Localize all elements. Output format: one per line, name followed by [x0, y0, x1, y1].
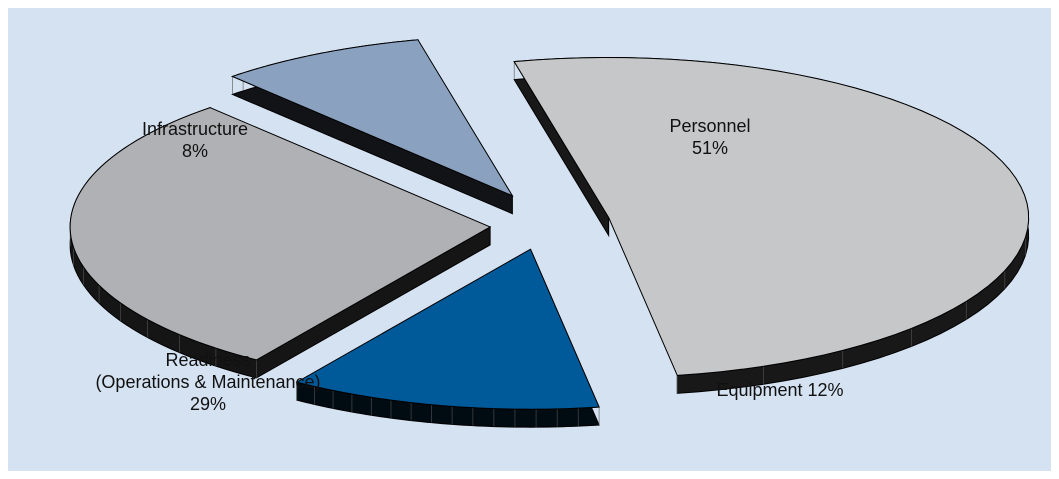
pie-slice-top-equipment: [295, 248, 600, 410]
pie-slice-top-personnel: [513, 57, 1030, 376]
label-infrastructure: Infrastructure 8%: [120, 118, 270, 162]
label-personnel-pct: 51%: [691, 138, 729, 158]
label-readiness-pct: 29%: [189, 394, 227, 414]
label-infrastructure-name: Infrastructure: [141, 119, 249, 139]
pie-slice-personnel: [513, 57, 1030, 394]
label-personnel: Personnel 51%: [660, 115, 760, 159]
label-equipment-text: Equipment 12%: [716, 380, 844, 400]
label-personnel-name: Personnel: [669, 116, 751, 136]
pie-slice-top-readiness: [69, 107, 492, 361]
pie-slice-top-infrastructure: [231, 39, 514, 197]
label-readiness: Readiness (Operations & Maintenance) 29%: [58, 349, 358, 415]
label-readiness-name: Readiness: [165, 350, 251, 370]
label-infrastructure-pct: 8%: [181, 141, 208, 161]
label-readiness-sub: (Operations & Maintenance): [95, 372, 321, 392]
label-equipment: Equipment 12%: [700, 379, 860, 401]
pie-slice-infrastructure: [231, 39, 514, 215]
pie-slice-equipment: [295, 248, 600, 428]
pie-slice-readiness: [69, 106, 492, 379]
